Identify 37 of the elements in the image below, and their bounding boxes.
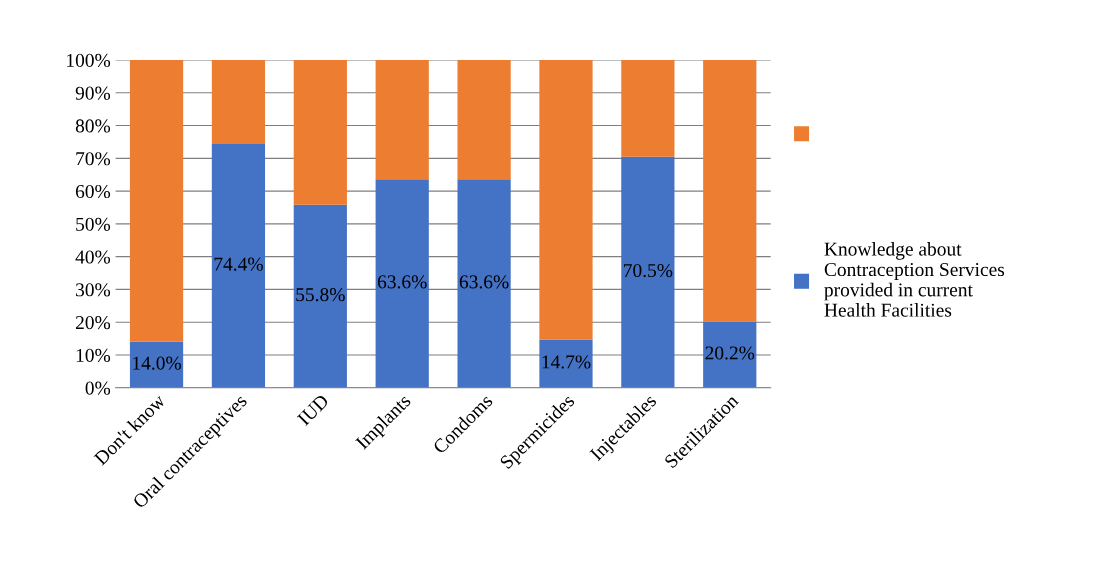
y-tick-label: 60% <box>75 184 111 199</box>
data-label: 14.7% <box>542 355 591 369</box>
y-tick-label: 80% <box>75 119 111 133</box>
x-tick-label: IUD <box>296 393 330 427</box>
bar <box>621 60 675 157</box>
y-tick-label: 100% <box>67 53 111 68</box>
bar <box>211 143 266 388</box>
bar <box>539 60 593 340</box>
bar <box>211 60 266 144</box>
bar <box>129 341 184 388</box>
y-tick-label: 0% <box>85 381 111 395</box>
data-label: 70.5% <box>624 263 673 278</box>
bar <box>457 179 511 388</box>
data-label: 74.4% <box>214 257 263 271</box>
bar <box>703 321 757 388</box>
bar <box>129 60 184 342</box>
bar <box>375 179 429 388</box>
y-tick-label: 70% <box>76 152 111 166</box>
data-label: 63.6% <box>377 275 427 289</box>
bar <box>621 156 675 388</box>
bar <box>703 60 757 322</box>
legend-label: Knowledge about Contraception Services provided in current Health Facilities <box>824 242 1005 317</box>
y-tick-label: 10% <box>76 348 111 362</box>
y-tick-label: 30% <box>76 283 111 297</box>
data-label: 20.2% <box>705 346 755 360</box>
bar <box>375 60 429 180</box>
bar <box>457 60 511 180</box>
data-label: 63.6% <box>459 275 509 289</box>
y-tick-label: 50% <box>76 217 111 231</box>
bar <box>539 339 593 388</box>
y-tick-label: 40% <box>75 250 111 264</box>
bar <box>293 60 347 205</box>
data-label: 55.8% <box>296 288 345 302</box>
data-label: 14.0% <box>133 356 181 370</box>
y-tick-label: 90% <box>75 86 111 100</box>
bar <box>293 204 347 388</box>
y-tick-label: 20% <box>75 316 111 330</box>
